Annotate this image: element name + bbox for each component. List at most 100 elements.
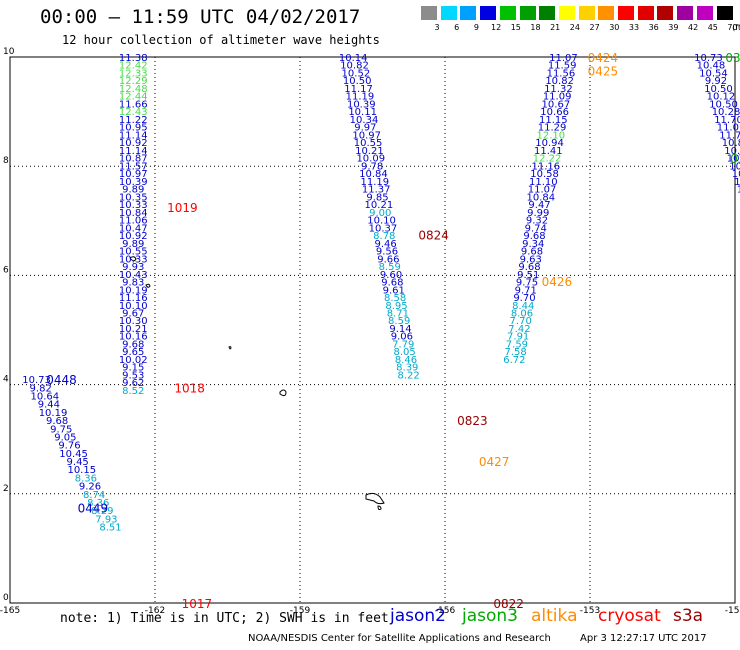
wave-height-value: 10.15	[67, 465, 96, 476]
wave-height-value: 10.64	[30, 392, 59, 403]
wave-height-value: 10.22	[727, 154, 740, 165]
wave-height-value: 9.62	[122, 378, 144, 389]
wave-height-value: 11.01	[717, 123, 740, 134]
wave-height-value: 9.05	[54, 432, 76, 443]
wave-height-value: 10.35	[119, 192, 148, 203]
island-outline	[228, 346, 232, 350]
legend-swatch	[539, 6, 556, 20]
legend-swatch	[598, 6, 615, 20]
wave-height-value: 10.28	[712, 107, 740, 118]
wave-height-value: 9.56	[376, 247, 398, 258]
legend-swatch	[637, 6, 654, 20]
wave-height-value: 10.50	[343, 76, 372, 87]
wave-height-value: 10.30	[119, 316, 148, 327]
wave-height-value: 8.71	[387, 308, 409, 319]
island-outline	[279, 389, 287, 397]
wave-height-value: 9.26	[79, 482, 101, 493]
wave-height-value: 7.70	[510, 316, 532, 327]
wave-height-value: 11.16	[532, 161, 561, 172]
island-outline	[129, 256, 137, 262]
wave-height-value: 9.74	[525, 223, 547, 234]
latitude-tick-label: 2	[3, 484, 9, 494]
pass-label: 0824	[418, 228, 449, 242]
wave-height-value: 10.33	[119, 200, 148, 211]
satellite-label-s3a: s3a	[673, 606, 704, 626]
satellite-label-altika: altika	[531, 606, 578, 626]
wave-height-value: 11.56	[547, 68, 576, 79]
wave-height-value: 10.19	[119, 285, 148, 296]
legend-swatch	[618, 6, 634, 20]
wave-height-value: 10.55	[119, 247, 148, 258]
wave-height-value: 9.14	[389, 324, 411, 335]
wave-height-value: 9.68	[122, 339, 144, 350]
legend-label: 18	[530, 23, 541, 32]
wave-height-value: 10.87	[119, 154, 148, 165]
wave-height-value: 8.06	[511, 308, 533, 319]
wave-height-value: 10.02	[119, 355, 148, 366]
wave-height-value: 12.43	[119, 107, 148, 118]
wave-height-value: 8.05	[393, 347, 415, 358]
legend-label: 33	[628, 23, 640, 32]
wave-height-value: 8.36	[87, 498, 109, 509]
wave-height-value: 9.78	[361, 161, 383, 172]
wave-height-value: 11.22	[119, 115, 148, 126]
satellite-label-cryosat: cryosat	[598, 606, 661, 626]
latitude-tick-label: 4	[3, 375, 9, 385]
legend-label: 6	[454, 23, 460, 32]
wave-height-value: 10.45	[59, 449, 88, 460]
credit-line: NOAA/NESDIS Center for Satellite Applica…	[248, 633, 551, 644]
wave-height-value: 9.44	[38, 400, 60, 411]
wave-height-value: 8.78	[373, 231, 395, 242]
wave-height-value: 8.29	[91, 506, 113, 517]
generated-timestamp: Apr 3 12:27:17 UTC 2017	[580, 633, 707, 644]
wave-height-value: 9.75	[516, 278, 538, 289]
wave-height-value: 12.33	[119, 68, 148, 79]
legend-label: 24	[569, 23, 580, 32]
wave-height-value: 11.17	[344, 84, 373, 95]
wave-height-value: 9.83	[122, 278, 144, 289]
wave-height-value: 7.93	[95, 514, 117, 525]
legend-swatch	[480, 6, 497, 20]
wave-height-value: 7.42	[508, 324, 530, 335]
wave-height-value: 7.59	[506, 339, 528, 350]
legend-label: 39	[668, 23, 679, 32]
wave-height-value: 8.36	[75, 473, 97, 484]
wave-height-value: 10.37	[369, 223, 398, 234]
wave-height-value: 11.06	[119, 216, 148, 227]
wave-height-value: 10.33	[119, 254, 148, 265]
legend-swatch	[677, 6, 694, 20]
wave-height-value: 10.39	[119, 177, 148, 188]
wave-height-value: 10.96	[729, 161, 740, 172]
wave-height-value: 10.55	[354, 138, 383, 149]
wave-height-value: 11.32	[544, 84, 573, 95]
pass-label: 0424	[588, 51, 619, 65]
map-title: 00:00 – 11:59 UTC 04/02/2017	[40, 6, 361, 28]
wave-height-value: 9.68	[46, 416, 68, 427]
pass-label: 034	[730, 152, 740, 166]
wave-height-value: 12.10	[537, 130, 566, 141]
wave-height-value: 10.21	[119, 324, 148, 335]
wave-height-value: 9.68	[523, 231, 545, 242]
legend-label: 27	[589, 23, 600, 32]
pass-label: 0449	[78, 501, 109, 515]
legend-swatch	[716, 6, 733, 20]
wave-height-value: 10.94	[535, 138, 564, 149]
legend-swatch	[696, 6, 713, 20]
island-outline	[365, 492, 385, 511]
plot-frame	[9, 56, 736, 604]
wave-height-value: 10.12	[707, 92, 736, 103]
longitude-tick-label: -153	[580, 606, 600, 616]
wave-height-value: 9.89	[122, 239, 144, 250]
wave-height-value: 11.16	[119, 293, 148, 304]
wave-height-value: 11.59	[548, 61, 577, 72]
wave-height-value: 9.71	[515, 285, 537, 296]
longitude-tick-label: -150	[725, 606, 740, 616]
legend-swatch	[578, 6, 595, 20]
wave-height-value: 9.92	[705, 76, 727, 87]
wave-height-value: 10.27	[734, 177, 740, 188]
wave-height-value: 8.95	[385, 301, 407, 312]
wave-height-value: 7.91	[507, 332, 529, 343]
wave-height-value: 10.19	[39, 408, 68, 419]
wave-height-value: 9.00	[369, 208, 391, 219]
